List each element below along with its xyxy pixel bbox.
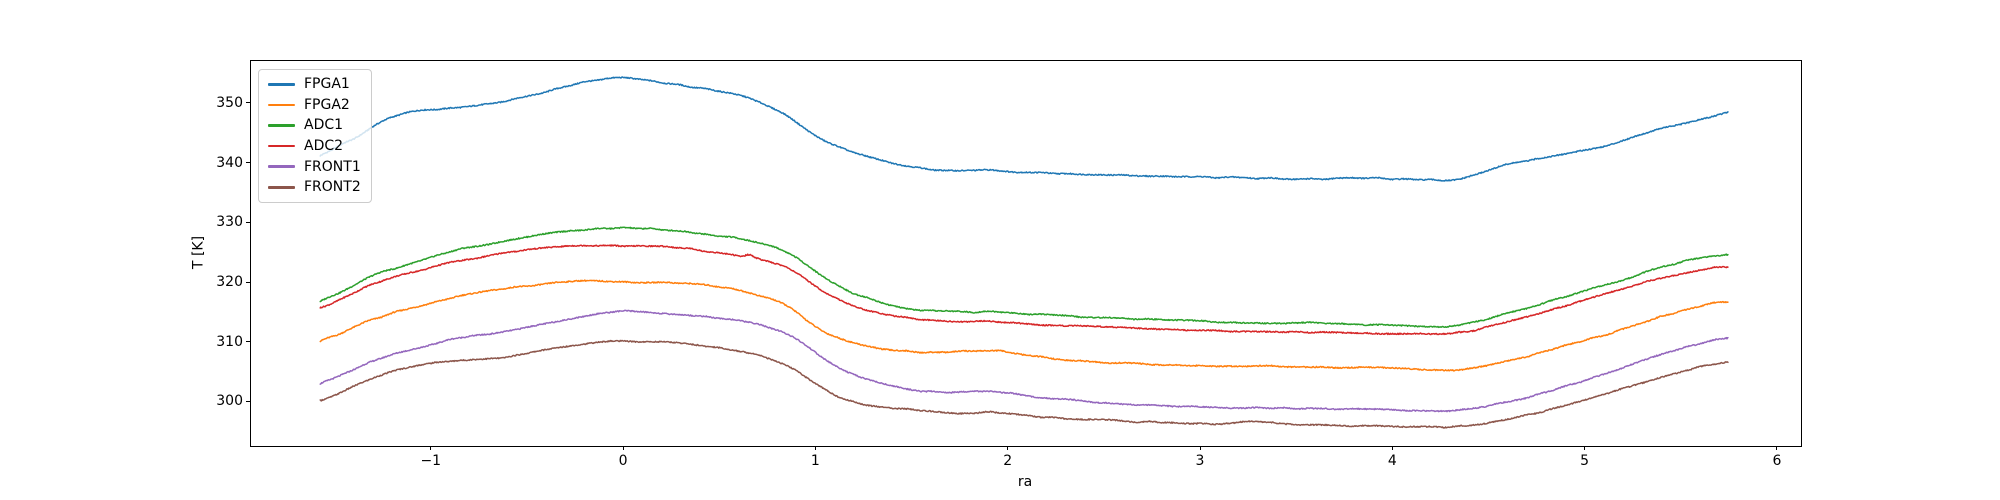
legend-item-adc2: ADC2 xyxy=(268,136,361,157)
legend-item-front2: FRONT2 xyxy=(268,177,361,198)
legend-item-fpga2: FPGA2 xyxy=(268,95,361,116)
legend-line-sample xyxy=(268,185,295,189)
y-tick xyxy=(246,221,250,223)
legend-label: ADC1 xyxy=(304,117,344,134)
legend-item-front1: FRONT1 xyxy=(268,156,361,177)
y-tick-label: 330 xyxy=(216,214,243,231)
x-tick xyxy=(1199,446,1201,450)
y-tick-label: 300 xyxy=(216,393,243,410)
x-tick-label: 1 xyxy=(810,453,820,469)
legend-item-fpga1: FPGA1 xyxy=(268,74,361,95)
y-tick xyxy=(246,102,250,104)
x-tick xyxy=(1391,446,1393,450)
x-tick xyxy=(814,446,816,450)
y-axis-label: T [K] xyxy=(190,235,207,270)
legend-line-sample xyxy=(268,83,295,86)
legend-label: FRONT2 xyxy=(304,179,361,196)
x-tick xyxy=(1584,446,1586,450)
x-tick-label: 4 xyxy=(1387,453,1397,469)
y-tick xyxy=(246,281,250,283)
x-tick-label: −1 xyxy=(420,453,442,469)
plot-area: FPGA1 FPGA2 ADC1 ADC2 FRONT1 FRONT2 xyxy=(250,60,1802,447)
legend-item-adc1: ADC1 xyxy=(268,115,361,136)
y-tick-label: 340 xyxy=(216,154,243,171)
x-tick xyxy=(1776,446,1778,450)
x-tick-label: 2 xyxy=(1003,453,1013,469)
legend-label: FPGA1 xyxy=(304,76,350,93)
legend: FPGA1 FPGA2 ADC1 ADC2 FRONT1 FRONT2 xyxy=(258,69,372,203)
y-tick-label: 320 xyxy=(216,274,243,291)
legend-line-sample xyxy=(268,165,295,168)
y-tick xyxy=(246,162,250,164)
x-tick-label: 0 xyxy=(618,453,628,469)
x-tick xyxy=(1007,446,1009,450)
legend-line-sample xyxy=(268,103,295,107)
x-tick-label: 6 xyxy=(1772,453,1782,469)
legend-label: ADC2 xyxy=(304,138,344,155)
y-tick xyxy=(246,400,250,402)
y-tick-label: 350 xyxy=(216,94,243,111)
y-tick-label: 310 xyxy=(216,333,243,350)
x-axis-label: ra xyxy=(1017,474,1033,490)
x-tick-label: 5 xyxy=(1580,453,1590,469)
legend-line-sample xyxy=(268,124,295,127)
chart-canvas xyxy=(251,61,1801,446)
legend-label: FRONT1 xyxy=(304,158,361,175)
legend-label: FPGA2 xyxy=(304,96,350,113)
x-tick-label: 3 xyxy=(1195,453,1205,469)
legend-line-sample xyxy=(268,144,295,148)
y-tick xyxy=(246,341,250,343)
x-tick xyxy=(430,446,432,450)
x-tick xyxy=(622,446,624,450)
